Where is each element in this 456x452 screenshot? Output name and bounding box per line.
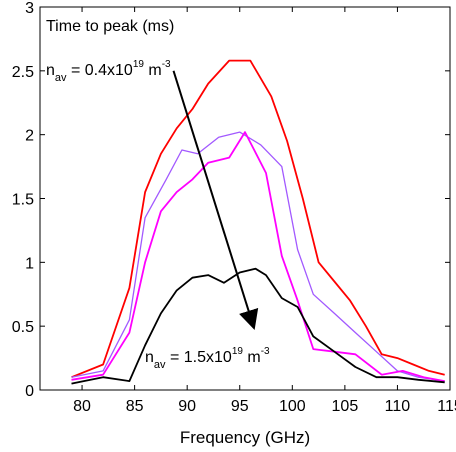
y-tick-label: 1 — [25, 255, 34, 272]
x-tick-label: 85 — [126, 398, 144, 415]
y-tick-label: 2.5 — [12, 64, 34, 81]
y-tick-label: 2 — [25, 128, 34, 145]
x-tick-label: 80 — [73, 398, 91, 415]
x-tick-label: 95 — [231, 398, 249, 415]
x-axis-label: Frequency (GHz) — [180, 428, 310, 447]
series-lines — [71, 59, 445, 385]
y-tick-label: 1.5 — [12, 192, 34, 209]
y-tick-label: 0.5 — [12, 319, 34, 336]
x-tick-label: 105 — [332, 398, 359, 415]
series-line-1 — [71, 59, 445, 379]
series-line-2 — [71, 131, 445, 382]
trend-arrow — [172, 70, 259, 330]
x-tick-label: 90 — [178, 398, 196, 415]
x-tick-label: 100 — [279, 398, 306, 415]
annotation-high-density: nav = 1.5x1019 m-3 — [145, 346, 270, 371]
x-tick-label: 115 — [437, 398, 456, 415]
series-line-4 — [71, 267, 445, 385]
x-tick-label: 110 — [385, 398, 411, 415]
axis-ticks: 80 85 90 95 100 105 110 115 0 0.5 1 1.5 2 2.5 3 — [12, 0, 456, 415]
y-tick-label: 3 — [25, 0, 34, 17]
y-tick-label: 0 — [25, 383, 34, 400]
legend-title: Time to peak (ms) — [46, 18, 174, 35]
series-line-3 — [71, 131, 445, 382]
annotation-low-density: nav = 0.4x1019 m-3 — [46, 59, 171, 84]
